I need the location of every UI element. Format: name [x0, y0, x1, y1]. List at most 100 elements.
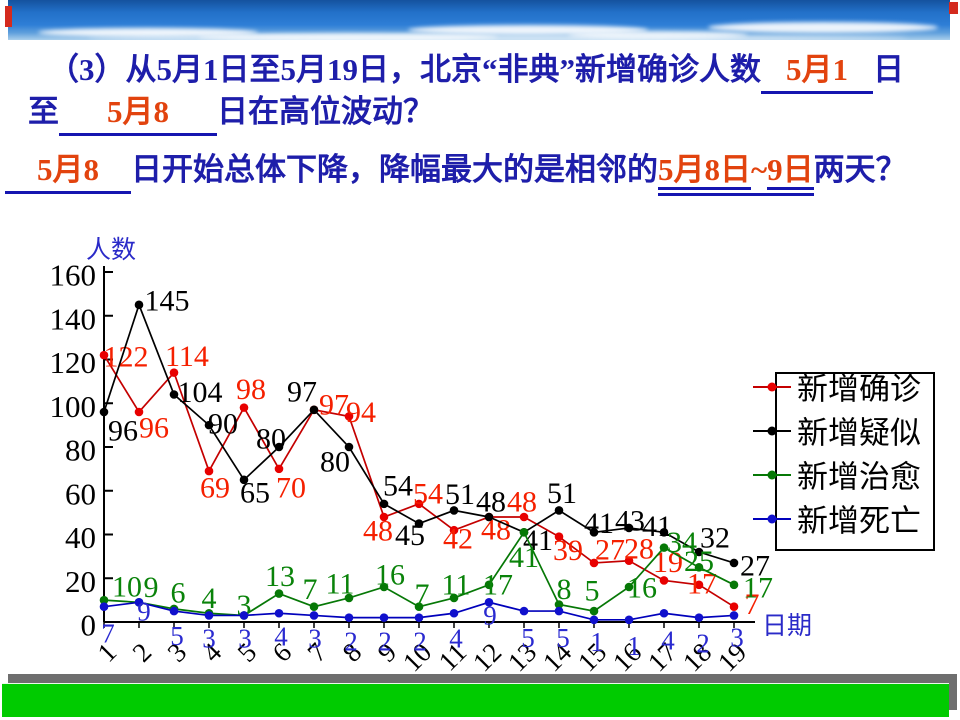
data-label: 39	[553, 534, 583, 567]
data-point	[309, 405, 319, 415]
question-line3: 5月8 日开始总体下降，降幅最大的是相邻的5月8日~9日两天？	[5, 150, 907, 196]
data-point	[274, 464, 284, 474]
data-point	[694, 547, 704, 557]
data-label: 90	[208, 408, 238, 441]
data-point	[99, 407, 109, 417]
data-point	[204, 611, 214, 620]
data-label: 43	[615, 504, 645, 537]
y-tick-label: 20	[65, 564, 96, 599]
y-tick-label: 160	[50, 258, 97, 293]
data-point	[694, 563, 704, 572]
data-label: 19	[653, 546, 683, 579]
x-tick-label: 12	[467, 637, 507, 677]
sky-banner-image	[8, 0, 950, 40]
data-label: 8	[557, 573, 572, 606]
answer-blank: 5月1	[761, 50, 873, 94]
data-label: 51	[445, 478, 475, 511]
question-text: （3）从5月1日至5月19日，北京“非典”新增确诊人数	[48, 52, 761, 87]
data-label: 10	[112, 571, 142, 604]
data-label: 51	[547, 477, 577, 510]
x-tick-label: 2	[126, 637, 157, 668]
data-label: 28	[624, 532, 654, 565]
question-text: 至	[28, 94, 59, 129]
data-label: 11	[442, 568, 471, 601]
answer-separator: ~	[751, 152, 768, 187]
data-label: 16	[375, 559, 405, 592]
data-label: 27	[740, 549, 770, 582]
data-label: 96	[108, 415, 138, 448]
data-label: 4	[202, 582, 217, 615]
data-point	[99, 350, 109, 360]
data-point	[239, 475, 249, 485]
data-label: 16	[627, 572, 657, 605]
data-point	[659, 576, 669, 585]
data-point	[449, 506, 459, 515]
answer-blank: 5月8	[5, 150, 131, 194]
data-point	[729, 611, 739, 620]
legend-box	[775, 372, 935, 551]
data-point	[344, 412, 354, 421]
data-label: 2	[413, 627, 427, 657]
data-label: 5	[556, 623, 570, 653]
data-label: 3	[202, 623, 216, 653]
cloud-decoration	[408, 25, 648, 35]
data-label: 7	[415, 578, 430, 611]
data-point	[344, 613, 354, 622]
question-text: 两天？	[813, 152, 907, 187]
data-label: 4	[661, 625, 675, 655]
data-point	[134, 407, 144, 417]
data-label: 45	[395, 519, 425, 552]
data-point	[519, 528, 529, 537]
question-text: 日在高位波动？	[217, 94, 434, 129]
data-point	[414, 602, 424, 611]
legend-label: 新增确诊	[797, 372, 921, 407]
data-label: 7	[745, 588, 760, 621]
y-tick-label: 0	[81, 608, 97, 643]
data-label: 9	[144, 571, 159, 604]
data-label: 80	[256, 423, 286, 456]
data-point	[274, 589, 284, 598]
answer-part: 5月8日	[658, 153, 751, 190]
data-point	[379, 512, 389, 522]
data-point	[624, 582, 634, 592]
data-label: 17	[483, 568, 513, 601]
cloud-decoration	[38, 28, 258, 37]
data-point	[484, 598, 494, 607]
data-label: 48	[507, 486, 537, 519]
data-label: 3	[238, 623, 252, 653]
data-point	[379, 613, 389, 622]
data-label: 1	[590, 627, 604, 657]
data-label: 145	[145, 284, 190, 317]
data-point	[519, 606, 529, 616]
data-point	[99, 595, 109, 605]
legend-marker-dot	[767, 514, 777, 524]
legend-marker-dot	[767, 382, 777, 392]
y-tick-label: 120	[50, 345, 97, 380]
data-label: 114	[165, 340, 209, 373]
data-point	[624, 556, 634, 566]
data-label: 5	[521, 623, 535, 653]
data-point	[519, 512, 529, 522]
data-label: 1	[627, 631, 641, 661]
data-label: 2	[344, 627, 358, 657]
cloud-decoration	[708, 22, 938, 33]
data-point	[309, 611, 319, 620]
cloud-decoration	[88, 35, 908, 40]
y-tick-label: 40	[65, 520, 96, 555]
data-point	[449, 608, 459, 618]
data-point	[589, 606, 599, 616]
data-label: 2	[696, 629, 710, 659]
data-label: 9	[137, 596, 151, 626]
data-label: 5	[170, 621, 184, 651]
data-label: 48	[476, 486, 506, 519]
data-label: 42	[443, 523, 473, 556]
data-point	[484, 580, 494, 590]
red-corner-accent	[5, 6, 12, 27]
data-label: 94	[346, 396, 376, 429]
legend-label: 新增死亡	[797, 504, 921, 539]
data-point	[484, 512, 494, 522]
data-label: 3	[308, 623, 322, 653]
data-point	[589, 558, 599, 568]
data-label: 25	[684, 545, 714, 578]
data-label: 96	[139, 412, 169, 445]
